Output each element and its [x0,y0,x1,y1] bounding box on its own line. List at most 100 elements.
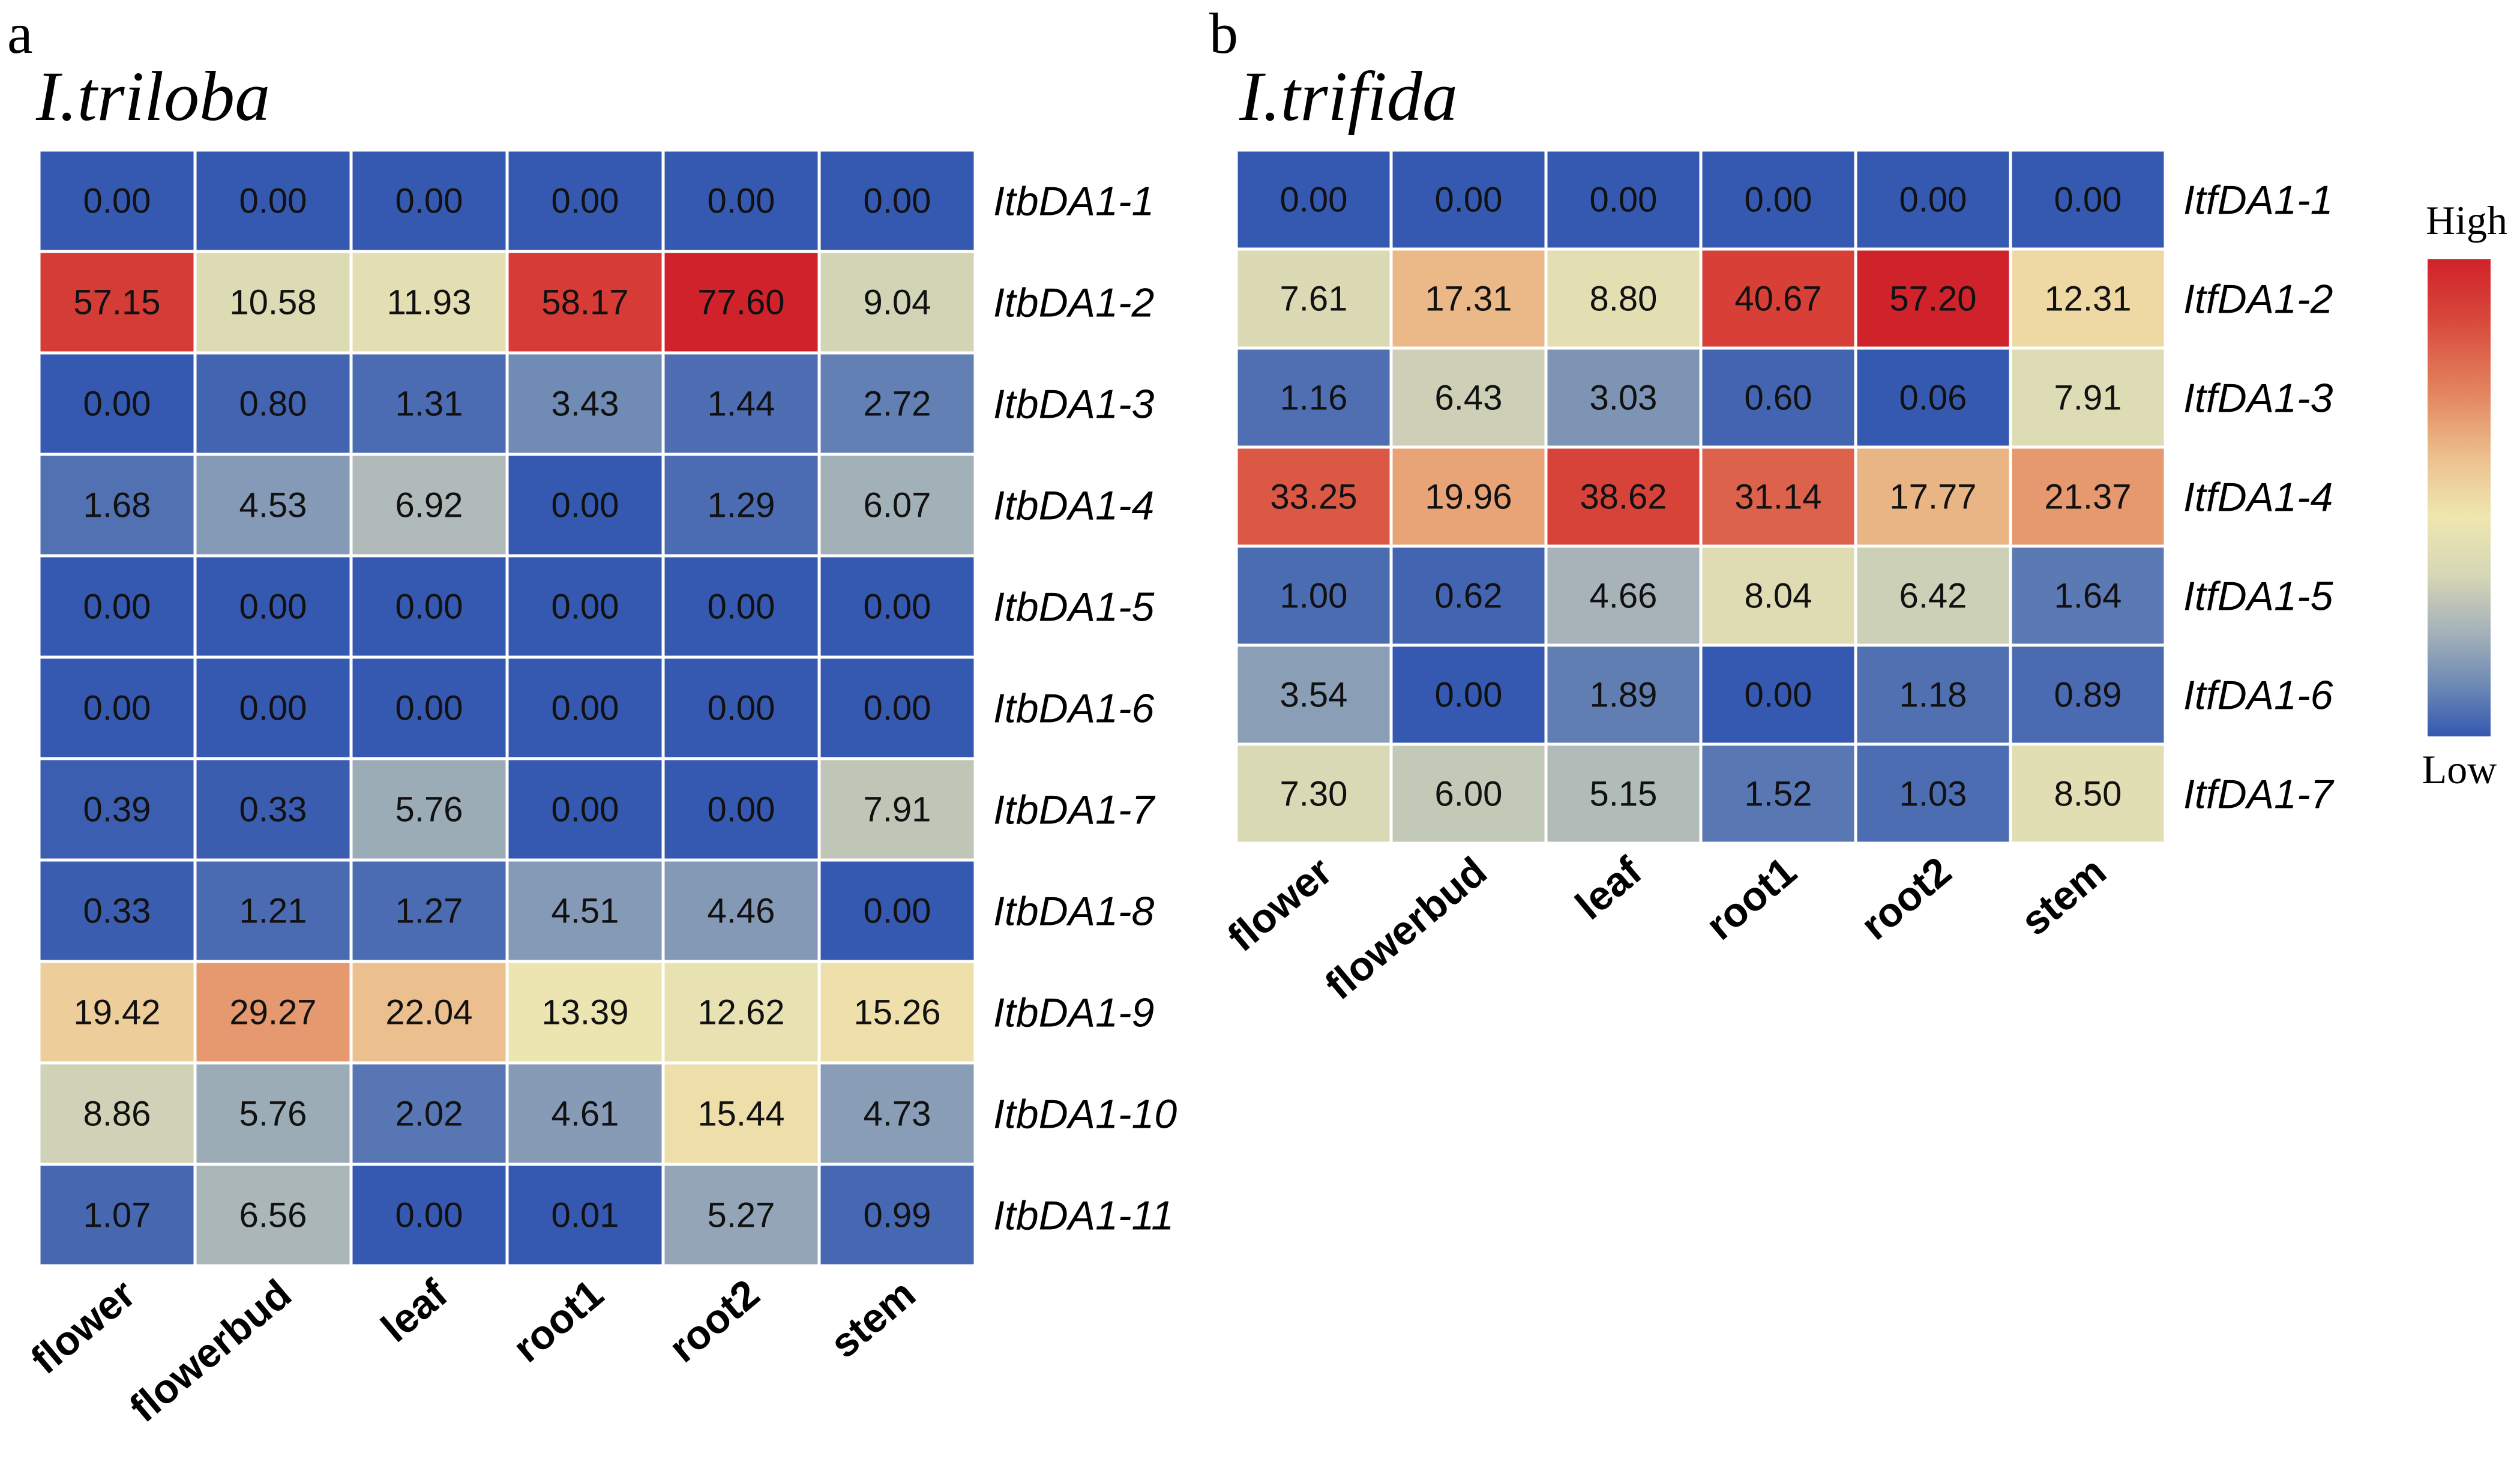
heatmap-cell [2009,247,2167,350]
cell-value-label: 15.26 [853,993,940,1032]
cell-value-label: 4.51 [552,892,619,931]
cell-value-label: 1.07 [83,1196,151,1235]
cell-value-label: 7.91 [864,790,931,829]
heatmap-cell [1699,643,1857,746]
panel-a-title: I.triloba [35,57,270,136]
cell-value-label: 0.33 [239,790,307,829]
heatmap-cell [1854,445,2012,548]
heatmap-cell [2009,148,2167,251]
heatmap-cell [193,1061,353,1166]
cell-value-label: 0.01 [552,1196,619,1235]
cell-value-label: 19.96 [1425,478,1512,517]
row-label: ItbDA1-2 [993,280,1154,326]
heatmap-cell [193,1163,353,1268]
cell-value-label: 7.91 [2054,379,2122,418]
heatmap-cell [1234,346,1393,449]
heatmap-cell [505,250,665,355]
cell-value-label: 0.99 [864,1196,931,1235]
cell-value-label: 0.00 [708,689,775,728]
cell-value-label: 0.00 [395,588,463,627]
heatmap-cell [1234,643,1393,746]
row-label: ItfDA1-2 [2183,277,2333,322]
heatmap-cell [505,554,665,659]
cell-value-label: 0.00 [83,385,151,424]
cell-value-label: 0.00 [239,689,307,728]
heatmap-cell [1699,247,1857,350]
cell-value-label: 1.52 [1745,775,1812,814]
row-label: ItfDA1-1 [2183,178,2333,223]
column-label: flower [22,1271,143,1383]
heatmap-cell [505,1163,665,1268]
cell-value-label: 8.86 [83,1095,151,1134]
column-label: flowerbud [1317,848,1496,1008]
column-label: leaf [373,1271,456,1351]
cell-value-label: 1.18 [1899,676,1967,715]
heatmap-cell [193,250,353,355]
cell-value-label: 6.92 [395,486,463,525]
heatmap-cell [1389,148,1548,251]
heatmap-cell [817,858,977,963]
cell-value-label: 4.46 [708,892,775,931]
cell-value-label: 5.15 [1590,775,1658,814]
cell-value-label: 19.42 [73,993,160,1032]
cell-value-label: 0.39 [83,790,151,829]
heatmap-cell [817,453,977,558]
cell-value-label: 3.43 [552,385,619,424]
cell-value-label: 0.00 [1280,181,1348,220]
column-label: flowerbud [121,1271,300,1431]
heatmap-cell [1234,247,1393,350]
row-label: ItfDA1-5 [2183,574,2333,619]
row-label: ItbDA1-9 [993,990,1154,1036]
heatmap-cell [817,148,977,253]
cell-value-label: 0.60 [1745,379,1812,418]
row-label: ItbDA1-4 [993,483,1154,529]
cell-value-label: 1.64 [2054,577,2122,616]
cell-value-label: 0.89 [2054,676,2122,715]
legend-colorbar [2428,259,2491,736]
heatmap-cell [817,554,977,659]
column-label: leaf [1567,848,1650,928]
cell-value-label: 0.00 [552,790,619,829]
column-label: stem [2012,848,2114,944]
heatmap-a: 0.00 0.00 0.00 0.00 0.00 0.00 ItbDA1-1 57.15 10.… [22,148,1177,1431]
heatmap-cell [1234,544,1393,647]
heatmap-cell [1544,148,1703,251]
heatmap-cell [505,453,665,558]
cell-value-label: 21.37 [2044,478,2131,517]
heatmap-cell [37,148,197,253]
heatmap-cell [817,351,977,456]
cell-value-label: 0.00 [395,1196,463,1235]
cell-value-label: 17.31 [1425,280,1512,319]
heatmap-cell [193,960,353,1065]
row-label: ItfDA1-3 [2183,376,2333,421]
cell-value-label: 31.14 [1734,478,1821,517]
cell-value-label: 6.43 [1435,379,1503,418]
cell-value-label: 1.21 [239,892,307,931]
column-label: root2 [1853,848,1960,948]
panel-b-title: I.trifida [1239,57,1458,136]
heatmap-cell [505,351,665,456]
cell-value-label: 5.27 [708,1196,775,1235]
heatmap-cell [661,351,821,456]
heatmap-cell [193,453,353,558]
heatmap-cell [1234,445,1393,548]
cell-value-label: 1.44 [708,385,775,424]
heatmap-cell [349,554,509,659]
heatmap-cell [1389,643,1548,746]
heatmap-cell [661,453,821,558]
row-label: ItfDA1-7 [2183,772,2335,817]
heatmap-cell [1854,247,2012,350]
heatmap-cell [1389,247,1548,350]
cell-value-label: 2.02 [395,1095,463,1134]
heatmap-cell [1699,346,1857,449]
legend-high-label: High [2426,197,2507,243]
heatmap-cell [661,554,821,659]
cell-value-label: 33.25 [1270,478,1357,517]
heatmap-cell [505,757,665,862]
heatmap-cell [2009,742,2167,845]
cell-value-label: 0.00 [864,892,931,931]
cell-value-label: 6.56 [239,1196,307,1235]
heatmap-cell [37,757,197,862]
cell-value-label: 0.00 [1745,181,1812,220]
